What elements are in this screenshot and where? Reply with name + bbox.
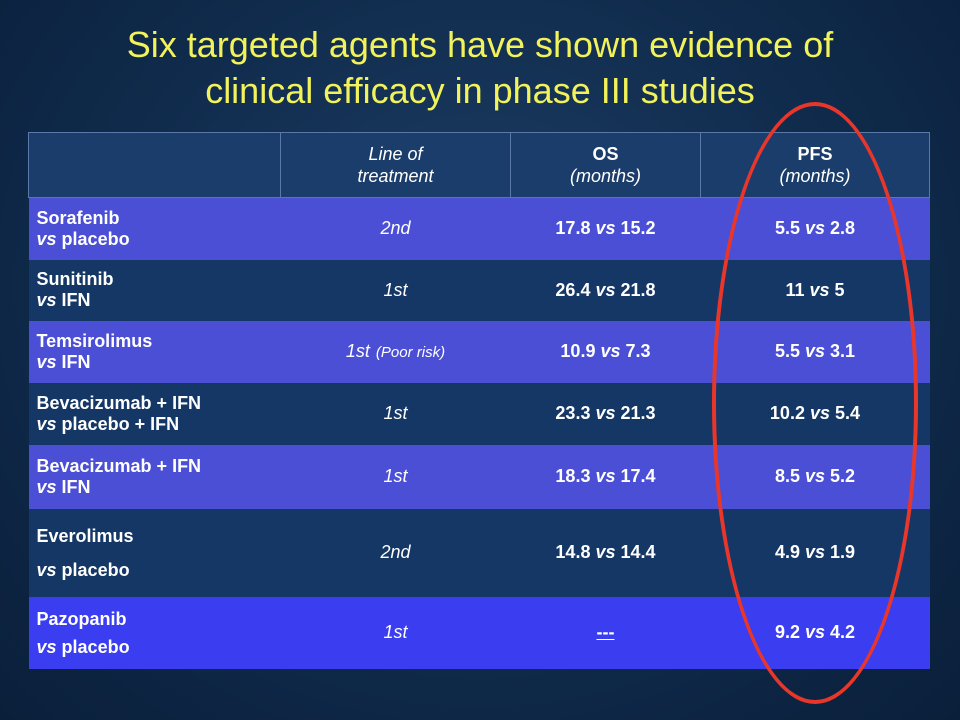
line-of-treatment-cell: 2nd xyxy=(280,508,511,597)
table-row: Bevacizumab + IFN vs placebo + IFN 1st 2… xyxy=(28,382,930,445)
pfs-cell: 5.5 vs 2.8 xyxy=(700,197,930,260)
pfs-cell: 5.5 vs 3.1 xyxy=(700,320,930,383)
poor-risk-note: (Poor risk) xyxy=(375,344,446,361)
line-of-treatment-cell: 1st (Poor risk) xyxy=(280,320,511,383)
table-header-row: Line of treatment OS (months) PFS (month… xyxy=(28,132,930,198)
slide-title-line-2: clinical efficacy in phase III studies xyxy=(205,70,755,111)
header-line-1: Line of xyxy=(368,144,423,164)
slide-title-line-1: Six targeted agents have shown evidence … xyxy=(126,24,834,65)
os-cell: 18.3 vs 17.4 xyxy=(510,444,701,509)
header-os: OS (months) xyxy=(510,132,701,198)
header-pfs-2: (months) xyxy=(779,166,851,186)
agent-cell: Bevacizumab + IFN vs IFN xyxy=(28,444,281,509)
agent-name: Temsirolimus xyxy=(36,330,153,351)
pfs-cell: 10.2 vs 5.4 xyxy=(700,382,930,445)
line-of-treatment-cell: 2nd xyxy=(280,197,511,260)
header-pfs-1: PFS xyxy=(797,144,833,164)
header-line-of-treatment: Line of treatment xyxy=(280,132,511,198)
agent-name: Sunitinib xyxy=(36,269,114,289)
agent-cell: Sunitinib vs IFN xyxy=(28,259,281,321)
pfs-cell: 8.5 vs 5.2 xyxy=(700,444,930,509)
pfs-cell: 9.2 vs 4.2 xyxy=(700,596,930,669)
table-row: Sunitinib vs IFN 1st 26.4 vs 21.8 11 vs … xyxy=(28,259,930,321)
comparator: vs placebo xyxy=(36,559,130,580)
header-os-1: OS xyxy=(592,144,619,164)
agent-cell: Everolimus vs placebo xyxy=(28,508,281,597)
agent-name: Everolimus xyxy=(36,525,134,546)
line-of-treatment-cell: 1st xyxy=(280,382,511,445)
comparator: vs placebo + IFN xyxy=(36,413,180,434)
line-of-treatment-cell: 1st xyxy=(280,259,511,321)
agent-cell: Pazopanib vs placebo xyxy=(28,596,281,669)
table-row: Pazopanib vs placebo 1st --- 9.2 vs 4.2 xyxy=(28,596,930,669)
os-cell: 17.8 vs 15.2 xyxy=(510,197,701,260)
agent-name: Bevacizumab + IFN xyxy=(36,455,202,476)
agent-cell: Bevacizumab + IFN vs placebo + IFN xyxy=(28,382,281,445)
comparator: vs placebo xyxy=(36,636,130,657)
header-pfs: PFS (months) xyxy=(700,132,930,198)
comparator: vs placebo xyxy=(36,228,130,249)
comparator: vs IFN xyxy=(36,351,91,372)
agent-name: Pazopanib xyxy=(36,608,127,629)
pfs-cell: 4.9 vs 1.9 xyxy=(700,508,930,597)
header-os-2: (months) xyxy=(569,166,641,186)
slide-title: Six targeted agents have shown evidence … xyxy=(0,22,960,114)
table-row: Everolimus vs placebo 2nd 14.8 vs 14.4 4… xyxy=(28,508,930,597)
agent-name: Bevacizumab + IFN xyxy=(36,392,202,413)
os-cell: 14.8 vs 14.4 xyxy=(510,508,701,597)
header-agent xyxy=(28,132,281,198)
table-row: Bevacizumab + IFN vs IFN 1st 18.3 vs 17.… xyxy=(28,444,930,509)
table-row: Sorafenib vs placebo 2nd 17.8 vs 15.2 5.… xyxy=(28,197,930,260)
line-of-treatment-cell: 1st xyxy=(280,444,511,509)
agent-cell: Temsirolimus vs IFN xyxy=(28,320,281,383)
efficacy-table: Line of treatment OS (months) PFS (month… xyxy=(28,132,930,669)
agent-cell: Sorafenib vs placebo xyxy=(28,197,281,260)
comparator: vs IFN xyxy=(36,290,91,310)
comparator: vs IFN xyxy=(36,476,91,497)
line-of-treatment-cell: 1st xyxy=(280,596,511,669)
os-cell: 23.3 vs 21.3 xyxy=(510,382,701,445)
agent-name: Sorafenib xyxy=(36,207,120,228)
table-row: Temsirolimus vs IFN 1st (Poor risk) 10.9 … xyxy=(28,320,930,383)
os-cell: 10.9 vs 7.3 xyxy=(510,320,701,383)
header-line-2: treatment xyxy=(357,166,434,186)
pfs-cell: 11 vs 5 xyxy=(700,259,930,321)
os-cell: --- xyxy=(510,596,701,669)
os-cell: 26.4 vs 21.8 xyxy=(510,259,701,321)
